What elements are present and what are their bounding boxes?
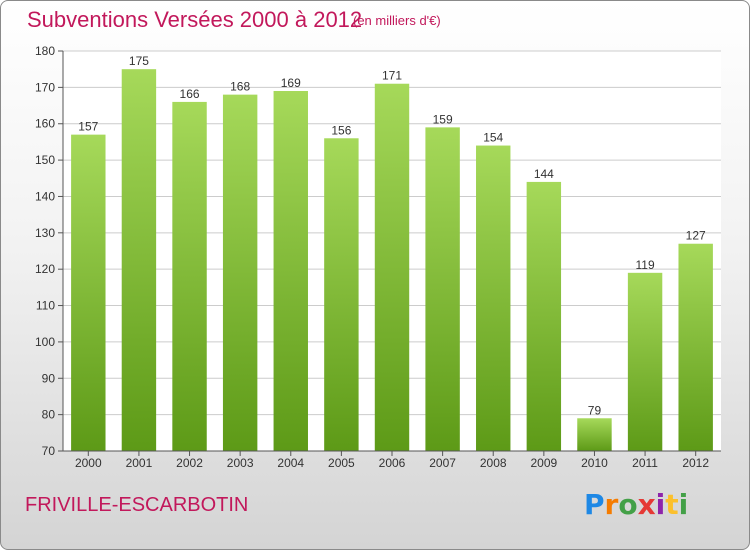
- x-tick-label: 2004: [277, 456, 304, 470]
- data-label: 168: [230, 80, 250, 94]
- data-label: 156: [331, 123, 351, 137]
- proxiti-logo: Proxiti: [584, 488, 688, 521]
- logo-letter: i: [655, 488, 666, 521]
- bar: [324, 138, 359, 452]
- bar: [273, 91, 308, 451]
- chart-title: Subventions Versées 2000 à 2012: [27, 7, 363, 32]
- bar: [222, 94, 258, 452]
- logo-letter: i: [678, 488, 689, 521]
- data-label: 169: [281, 76, 301, 90]
- bar: [678, 243, 713, 451]
- data-label: 119: [636, 258, 655, 272]
- logo-letter: t: [665, 488, 679, 521]
- data-label: 171: [382, 69, 402, 83]
- bar: [172, 101, 207, 451]
- bar: [526, 181, 562, 451]
- data-label: 79: [588, 403, 602, 417]
- y-tick-label: 130: [35, 226, 55, 240]
- logo-letter: P: [584, 488, 605, 521]
- y-tick-label: 120: [35, 262, 55, 276]
- chart-unit-label: (en milliers d'€): [353, 13, 441, 28]
- y-tick-label: 180: [35, 44, 55, 58]
- y-tick-label: 140: [35, 189, 55, 203]
- x-tick-label: 2010: [581, 456, 608, 470]
- y-tick-label: 160: [35, 117, 55, 131]
- y-tick-label: 110: [36, 299, 55, 313]
- x-tick-label: 2011: [632, 456, 658, 470]
- bar: [577, 418, 612, 451]
- data-label: 157: [78, 120, 98, 134]
- y-tick-label: 100: [35, 335, 55, 349]
- y-tick-label: 80: [42, 408, 56, 422]
- bar: [71, 134, 106, 452]
- y-tick-label: 70: [42, 444, 56, 458]
- x-tick-label: 2008: [480, 456, 507, 470]
- y-tick-label: 90: [42, 371, 56, 385]
- bar: [627, 272, 663, 451]
- logo-letter: r: [604, 488, 619, 521]
- y-tick-label: 150: [35, 153, 55, 167]
- x-tick-label: 2012: [682, 456, 709, 470]
- data-label: 166: [180, 87, 200, 101]
- bar: [425, 127, 460, 451]
- y-tick-label: 170: [35, 80, 55, 94]
- commune-name: FRIVILLE-ESCARBOTIN: [25, 494, 249, 516]
- bar: [476, 145, 511, 451]
- data-label: 144: [534, 167, 554, 181]
- x-tick-label: 2007: [429, 456, 456, 470]
- bar: [374, 83, 410, 452]
- x-tick-label: 2001: [126, 456, 153, 470]
- logo-letter: x: [637, 488, 656, 521]
- x-tick-label: 2003: [227, 456, 254, 470]
- data-label: 154: [483, 131, 503, 145]
- x-tick-label: 2005: [328, 456, 355, 470]
- x-tick-label: 2002: [176, 456, 203, 470]
- data-label: 159: [433, 112, 453, 126]
- bar: [121, 69, 157, 451]
- data-label: 175: [129, 54, 149, 68]
- x-tick-label: 2009: [530, 456, 557, 470]
- logo-letter: o: [618, 488, 638, 521]
- x-tick-label: 2000: [75, 456, 102, 470]
- data-label: 127: [686, 229, 706, 243]
- x-tick-label: 2006: [379, 456, 406, 470]
